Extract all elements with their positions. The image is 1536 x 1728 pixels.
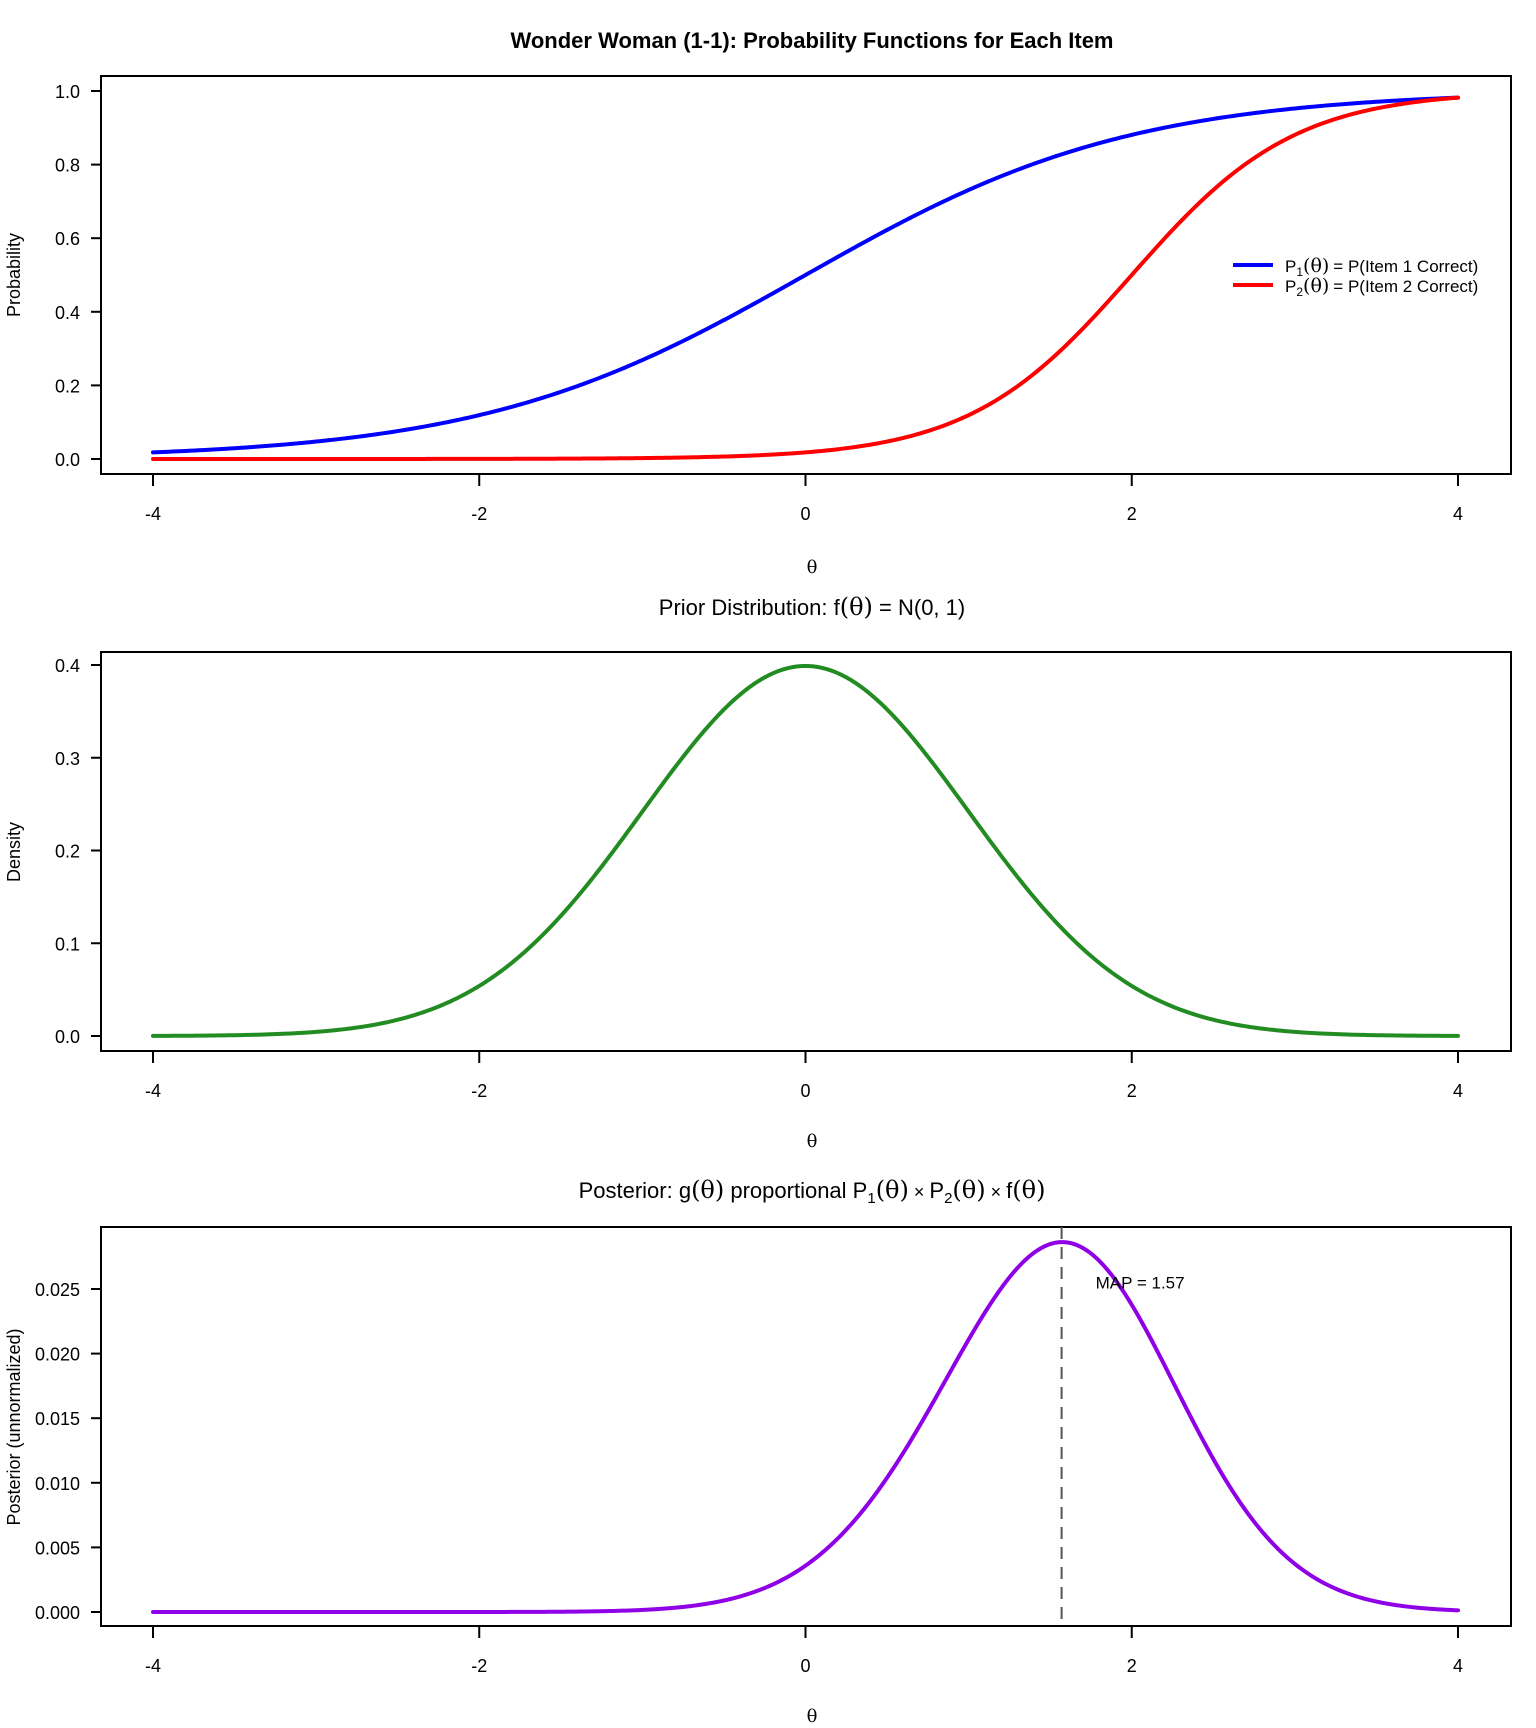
x-tick-label: 0	[800, 1081, 810, 1101]
x-tick-label: -2	[471, 1656, 487, 1676]
x-axis-label: θ	[807, 1131, 818, 1152]
y-tick-label: 0.0	[55, 450, 80, 470]
y-tick-label: 0.020	[35, 1345, 80, 1365]
y-axis: 0.0 0.1 0.2 0.3 0.4	[55, 656, 101, 1047]
plot-frame	[100, 651, 1512, 1052]
y-tick-label: 0.4	[55, 303, 80, 323]
x-tick-label: 2	[1127, 1081, 1137, 1101]
map-label: MAP = 1.57	[1096, 1274, 1185, 1293]
x-axis-label: θ	[807, 1706, 818, 1727]
y-axis-label: Posterior (unnormalized)	[4, 1328, 24, 1525]
curves	[151, 1240, 1460, 1614]
y-axis: 0.0 0.2 0.4 0.6 0.8 1.0	[55, 82, 101, 470]
y-axis: 0.000 0.005 0.010 0.015 0.020 0.025	[35, 1280, 101, 1623]
x-tick-label: 2	[1127, 1656, 1137, 1676]
series-line-1	[151, 95, 1460, 455]
series-line-2	[151, 95, 1460, 461]
x-axis: -4 -2 0 2 4	[145, 474, 1463, 524]
y-tick-label: 0.015	[35, 1409, 80, 1429]
x-tick-label: 2	[1127, 504, 1137, 524]
series-line-1	[151, 1240, 1460, 1614]
x-tick-label: 4	[1453, 1081, 1463, 1101]
x-axis: -4 -2 0 2 4	[145, 1051, 1463, 1101]
x-axis-label: θ	[807, 557, 818, 578]
y-tick-label: 0.000	[35, 1603, 80, 1623]
y-tick-label: 0.4	[55, 656, 80, 676]
y-tick-label: 0.2	[55, 376, 80, 396]
panel-posterior: Posterior: g(θ) proportional P1(θ) × P2(…	[4, 1176, 1512, 1727]
x-tick-label: -4	[145, 1656, 161, 1676]
x-tick-label: -4	[145, 504, 161, 524]
legend: P1(θ) = P(Item 1 Correct) P2(θ) = P(Item 2…	[1233, 255, 1478, 299]
x-tick-label: 0	[800, 504, 810, 524]
series-line-1	[151, 663, 1460, 1038]
y-tick-label: 0.1	[55, 934, 80, 954]
y-tick-label: 0.2	[55, 842, 80, 862]
y-tick-label: 0.6	[55, 229, 80, 249]
annotations: MAP = 1.57	[1060, 1227, 1185, 1626]
x-tick-label: -2	[471, 1081, 487, 1101]
x-tick-label: -2	[471, 504, 487, 524]
y-tick-label: 0.010	[35, 1474, 80, 1494]
figure-title: Wonder Woman (1-1): Probability Function…	[510, 28, 1113, 53]
x-axis: -4 -2 0 2 4	[145, 1626, 1463, 1676]
y-tick-label: 0.005	[35, 1538, 80, 1558]
y-tick-label: 0.025	[35, 1280, 80, 1300]
curves	[151, 663, 1460, 1038]
y-tick-label: 0.0	[55, 1027, 80, 1047]
x-tick-label: -4	[145, 1081, 161, 1101]
panel-title-posterior: Posterior: g(θ) proportional P1(θ) × P2(…	[579, 1176, 1046, 1207]
curves	[151, 95, 1460, 461]
panel-item-probability: 0.0 0.2 0.4 0.6 0.8 1.0 -4 -2 0 2 4 θ Probability…	[4, 75, 1512, 578]
panel-title-prior: Prior Distribution: f(θ) = N(0, 1)	[659, 593, 965, 621]
y-tick-label: 1.0	[55, 82, 80, 102]
x-tick-label: 4	[1453, 1656, 1463, 1676]
panel-prior: Prior Distribution: f(θ) = N(0, 1) 0.00.…	[4, 593, 1512, 1152]
x-tick-label: 4	[1453, 504, 1463, 524]
y-tick-label: 0.3	[55, 749, 80, 769]
y-axis-label: Probability	[4, 233, 24, 317]
y-axis-label: Density	[4, 822, 24, 882]
x-tick-label: 0	[800, 1656, 810, 1676]
legend-label-item1: P1(θ) = P(Item 1 Correct)	[1285, 255, 1478, 279]
y-tick-label: 0.8	[55, 156, 80, 176]
legend-label-item2: P2(θ) = P(Item 2 Correct)	[1285, 275, 1478, 299]
